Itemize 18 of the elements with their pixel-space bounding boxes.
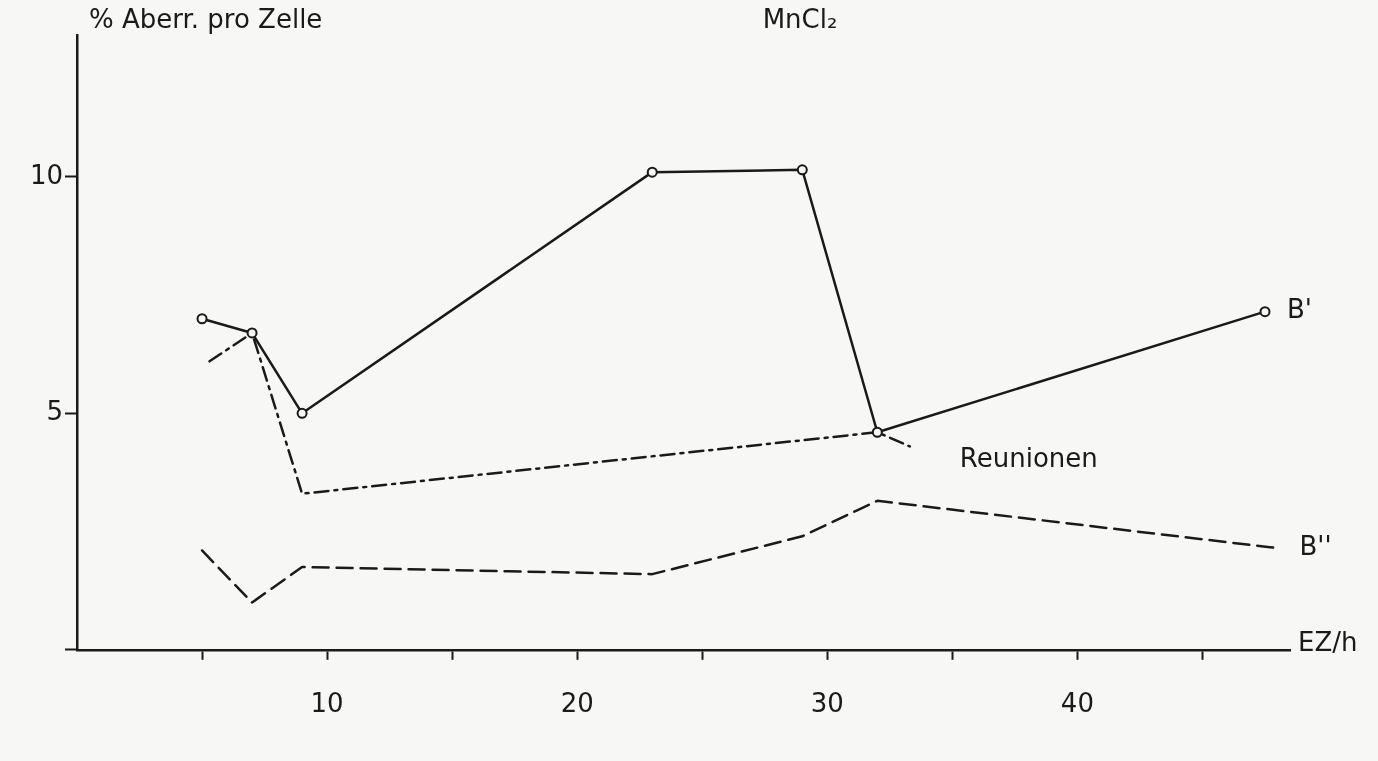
- point: [1259, 306, 1271, 318]
- x-tick-label: 30: [810, 688, 844, 719]
- point: [646, 166, 658, 178]
- series-label: B'': [1299, 530, 1332, 561]
- chart-title: MnCl₂: [762, 3, 838, 34]
- point: [196, 313, 208, 325]
- x-axis-title: EZ/h: [1298, 626, 1358, 657]
- x-tick-label: 40: [1060, 688, 1094, 719]
- series-label: Reunionen: [959, 443, 1098, 474]
- y-axis-title: % Aberr. pro Zelle: [89, 3, 323, 34]
- point: [796, 164, 808, 176]
- point: [246, 327, 258, 339]
- point: [871, 426, 883, 438]
- series-label: B': [1286, 294, 1312, 325]
- x-tick-label: 10: [310, 688, 344, 719]
- y-tick-label: 5: [46, 396, 63, 427]
- point: [296, 407, 308, 419]
- x-tick-label: 20: [560, 688, 594, 719]
